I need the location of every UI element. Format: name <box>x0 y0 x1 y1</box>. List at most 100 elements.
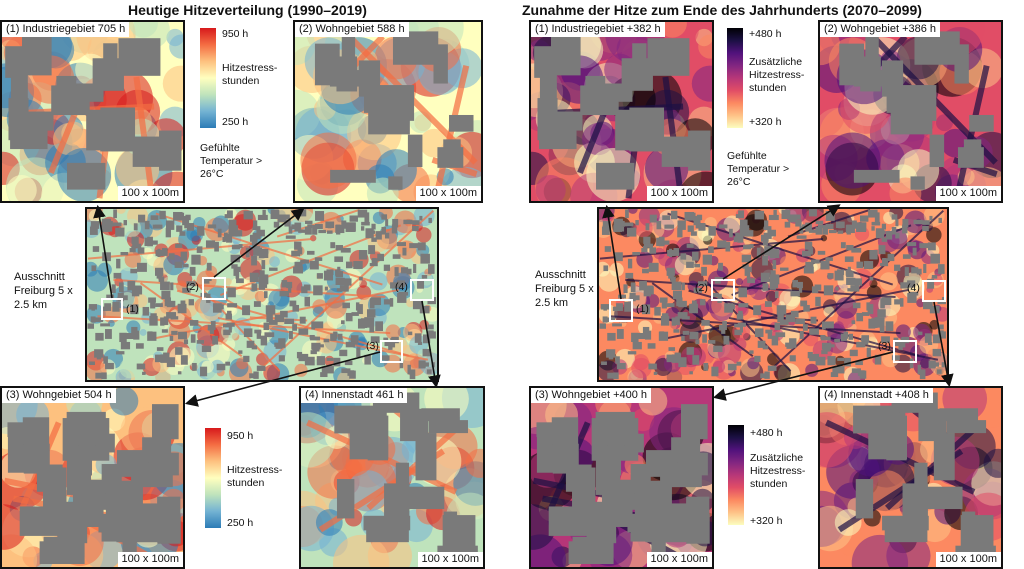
building-footprint <box>341 368 351 374</box>
building-footprint <box>365 228 374 239</box>
building-footprint <box>180 300 186 305</box>
building-footprint <box>341 220 347 229</box>
building-footprint <box>236 278 244 284</box>
building-footprint <box>642 268 649 274</box>
building-footprint <box>673 462 686 477</box>
building-footprint <box>251 255 257 266</box>
building-footprint <box>771 335 779 346</box>
building-footprint <box>281 280 288 288</box>
building-footprint <box>738 303 749 308</box>
building-footprint <box>371 297 382 306</box>
building-footprint <box>644 330 652 340</box>
building-footprint <box>330 169 376 183</box>
building-footprint <box>877 309 886 318</box>
building-footprint <box>695 339 700 345</box>
building-footprint <box>92 246 100 252</box>
building-footprint <box>249 373 257 379</box>
building-footprint <box>292 324 298 331</box>
marker-box-2 <box>202 277 226 300</box>
building-footprint <box>823 285 834 296</box>
building-footprint <box>236 266 241 273</box>
building-footprint <box>154 354 161 363</box>
building-footprint <box>312 345 320 352</box>
building-footprint <box>922 225 929 232</box>
building-footprint <box>412 300 423 310</box>
building-footprint <box>767 365 777 371</box>
building-footprint <box>692 251 699 261</box>
building-footprint <box>304 226 312 235</box>
building-footprint <box>86 109 104 151</box>
building-footprint <box>175 243 183 248</box>
building-footprint <box>756 247 761 258</box>
building-footprint <box>764 301 772 307</box>
marker-label-3: (3) <box>366 340 379 352</box>
building-footprint <box>789 355 796 362</box>
building-footprint <box>231 244 240 250</box>
building-footprint <box>717 240 727 248</box>
building-footprint <box>681 282 685 291</box>
building-footprint <box>910 176 925 190</box>
building-footprint <box>654 306 661 316</box>
colorbar-min: +320 h <box>749 116 782 128</box>
building-footprint <box>118 282 124 293</box>
building-footprint <box>293 266 304 274</box>
building-footprint <box>342 302 350 309</box>
building-footprint <box>253 246 260 256</box>
building-footprint <box>449 114 474 132</box>
building-footprint <box>136 363 146 370</box>
building-footprint <box>635 220 639 226</box>
building-footprint <box>133 330 140 340</box>
building-footprint <box>805 222 812 232</box>
building-footprint <box>392 254 401 259</box>
building-footprint <box>131 236 139 244</box>
building-footprint <box>802 324 808 331</box>
building-footprint <box>388 176 403 190</box>
building-footprint <box>396 280 406 288</box>
building-footprint <box>334 405 382 434</box>
building-footprint <box>298 328 309 335</box>
building-footprint <box>333 357 341 367</box>
building-footprint <box>874 212 880 223</box>
building-footprint <box>738 310 743 316</box>
building-footprint <box>891 226 897 235</box>
inset-label: (2) Wohngebiet +386 h <box>820 22 941 37</box>
building-footprint <box>105 362 114 370</box>
building-footprint <box>677 228 683 238</box>
building-footprint <box>304 296 310 307</box>
building-footprint <box>201 345 212 353</box>
map-texture <box>2 388 183 567</box>
building-footprint <box>301 286 308 294</box>
building-footprint <box>417 242 426 251</box>
building-footprint <box>224 214 228 218</box>
building-footprint <box>383 299 393 305</box>
building-footprint <box>261 260 266 270</box>
colorbar-label: Zusätzliche Hitzestress-stunden <box>749 56 805 94</box>
building-footprint <box>645 223 650 231</box>
building-footprint <box>341 320 345 325</box>
building-footprint <box>304 220 313 225</box>
building-footprint <box>815 296 821 307</box>
felt-temperature-note: Gefühlte Temperatur > 26°C <box>200 142 263 180</box>
building-footprint <box>278 355 285 362</box>
building-footprint <box>695 219 701 229</box>
building-footprint <box>604 246 612 252</box>
building-footprint <box>734 329 742 336</box>
building-footprint <box>389 298 394 307</box>
right-inset-3: (3) Wohngebiet +400 h 100 x 100m <box>529 386 714 569</box>
building-footprint <box>90 221 100 229</box>
building-footprint <box>337 333 343 340</box>
building-footprint <box>166 300 176 308</box>
building-footprint <box>136 262 147 272</box>
building-footprint <box>641 248 648 253</box>
building-footprint <box>209 328 215 334</box>
building-footprint <box>238 244 243 249</box>
building-footprint <box>224 233 229 241</box>
building-footprint <box>253 301 261 307</box>
building-footprint <box>656 220 662 230</box>
building-footprint <box>304 356 315 366</box>
building-footprint <box>869 250 878 260</box>
building-footprint <box>101 464 122 494</box>
building-footprint <box>738 287 748 298</box>
building-footprint <box>307 250 315 255</box>
building-footprint <box>155 303 163 307</box>
